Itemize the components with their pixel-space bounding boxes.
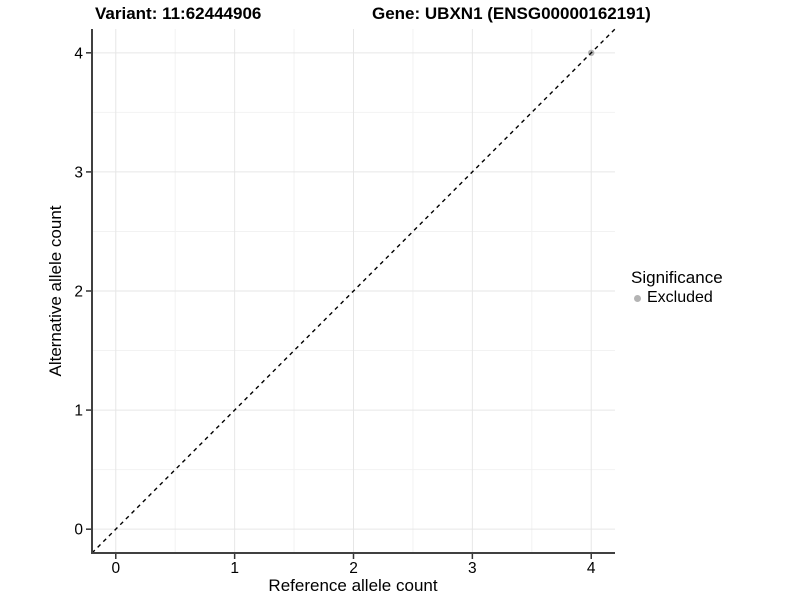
- identity-reference-line: [91, 28, 616, 554]
- y-axis-title: Alternative allele count: [46, 205, 65, 377]
- plot-title-gene: Gene: UBXN1 (ENSG00000162191): [372, 4, 651, 23]
- legend-item-label: Excluded: [647, 289, 713, 306]
- y-tick-label-4: 4: [74, 45, 83, 62]
- legend: Significance Excluded: [631, 268, 723, 307]
- x-tick-label-0: 0: [111, 560, 120, 577]
- x-tick-label-1: 1: [230, 560, 239, 577]
- y-tick-label-2: 2: [74, 284, 83, 301]
- x-tick-label-4: 4: [587, 560, 596, 577]
- y-tick-label-1: 1: [74, 403, 83, 420]
- x-axis-title: Reference allele count: [268, 576, 438, 595]
- x-tick-label-3: 3: [468, 560, 477, 577]
- x-tick-label-2: 2: [349, 560, 358, 577]
- legend-key-dot: [634, 294, 641, 302]
- legend-item-excluded: Excluded: [631, 289, 723, 307]
- legend-title: Significance: [631, 268, 723, 287]
- plot-title-variant: Variant: 11:62444906: [95, 4, 262, 23]
- y-tick-label-3: 3: [74, 164, 83, 181]
- y-tick-label-0: 0: [74, 522, 83, 539]
